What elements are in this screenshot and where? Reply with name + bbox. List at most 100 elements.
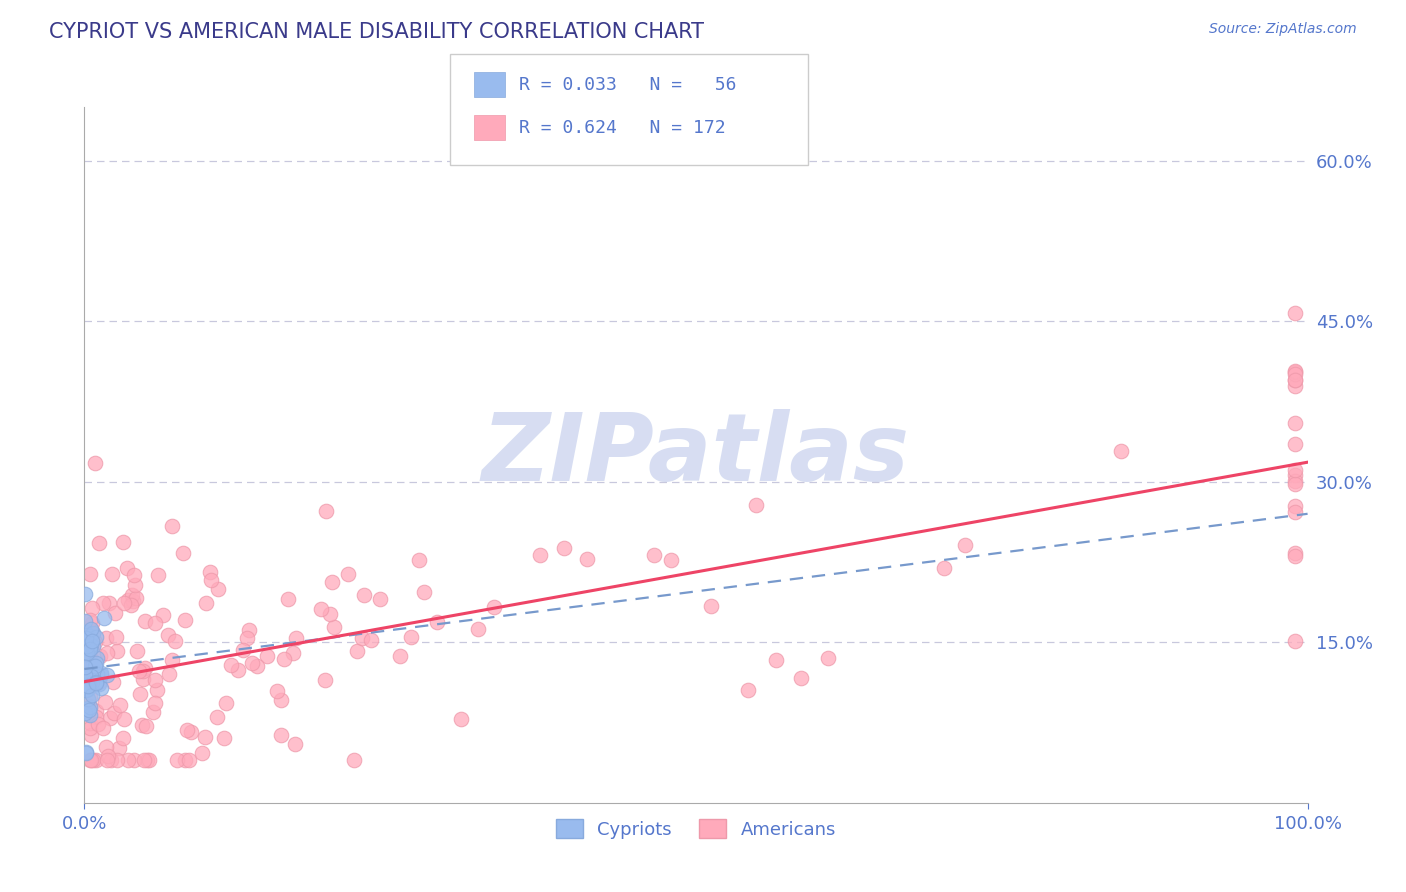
Point — [318, 607, 340, 621]
Point — [700, 599, 723, 613]
Point — [77, 668, 100, 682]
Point — [1284, 467, 1306, 482]
Text: Source: ZipAtlas.com: Source: ZipAtlas.com — [1209, 22, 1357, 37]
Point — [343, 753, 366, 767]
Point — [80, 601, 103, 615]
Point — [283, 646, 305, 660]
Point — [79, 689, 101, 703]
Point — [97, 596, 120, 610]
Point — [132, 673, 155, 687]
Point — [353, 588, 375, 602]
Point — [134, 614, 156, 628]
Point — [643, 548, 665, 562]
Point — [276, 591, 298, 606]
Point — [79, 649, 101, 664]
Point — [790, 671, 813, 685]
Point — [84, 456, 107, 470]
Point — [176, 723, 198, 737]
Point — [1284, 368, 1306, 382]
Point — [172, 546, 194, 560]
Point — [79, 665, 101, 679]
Point — [1284, 365, 1306, 379]
Point — [73, 645, 96, 659]
Point — [128, 664, 150, 678]
Point — [124, 753, 146, 767]
Point — [482, 600, 505, 615]
Point — [134, 661, 156, 675]
Point — [146, 568, 169, 582]
Point — [80, 675, 103, 690]
Point — [108, 741, 131, 756]
Point — [1284, 373, 1306, 387]
Point — [77, 680, 100, 694]
Point — [117, 593, 139, 607]
Point — [73, 706, 96, 720]
Point — [426, 615, 449, 629]
Text: R = 0.033   N =   56: R = 0.033 N = 56 — [519, 76, 737, 94]
Point — [314, 673, 336, 688]
Point — [212, 731, 235, 745]
Point — [73, 586, 96, 600]
Point — [246, 659, 269, 673]
Point — [177, 753, 200, 767]
Point — [143, 615, 166, 630]
Point — [128, 687, 150, 701]
Point — [368, 591, 391, 606]
Point — [84, 635, 107, 649]
Point — [79, 642, 101, 657]
Point — [79, 721, 101, 735]
Legend: Cypriots, Americans: Cypriots, Americans — [548, 812, 844, 846]
Point — [284, 737, 307, 751]
Point — [200, 574, 222, 588]
Point — [75, 745, 97, 759]
Point — [84, 676, 107, 690]
Point — [142, 705, 165, 719]
Point — [346, 644, 368, 658]
Point — [1284, 306, 1306, 320]
Text: ZIPatlas: ZIPatlas — [482, 409, 910, 501]
Point — [152, 607, 174, 622]
Point — [121, 593, 143, 607]
Point — [1284, 499, 1306, 513]
Point — [1284, 549, 1306, 563]
Point — [79, 614, 101, 628]
Point — [77, 677, 100, 691]
Point — [80, 753, 103, 767]
Point — [90, 668, 112, 682]
Point — [80, 668, 103, 682]
Point — [399, 630, 422, 644]
Point — [89, 648, 111, 663]
Point — [273, 652, 295, 666]
Point — [82, 639, 104, 653]
Point — [90, 666, 112, 681]
Point — [86, 667, 108, 681]
Point — [160, 653, 183, 667]
Point — [82, 753, 104, 767]
Point — [207, 582, 229, 596]
Point — [75, 668, 97, 682]
Point — [98, 711, 121, 725]
Point — [82, 657, 104, 672]
Point — [87, 536, 110, 550]
Point — [412, 585, 434, 599]
Point — [79, 669, 101, 683]
Point — [191, 746, 214, 760]
Point — [160, 519, 183, 533]
Point — [107, 753, 129, 767]
Point — [322, 620, 344, 634]
Point — [79, 700, 101, 714]
Point — [1284, 546, 1306, 560]
Point — [1109, 444, 1132, 458]
Point — [226, 663, 249, 677]
Point — [84, 630, 107, 644]
Point — [90, 681, 112, 696]
Point — [79, 660, 101, 674]
Point — [80, 638, 103, 652]
Point — [94, 632, 117, 646]
Point — [124, 578, 146, 592]
Point — [82, 626, 104, 640]
Point — [143, 673, 166, 687]
Point — [80, 622, 103, 636]
Point — [117, 753, 139, 767]
Point — [817, 650, 839, 665]
